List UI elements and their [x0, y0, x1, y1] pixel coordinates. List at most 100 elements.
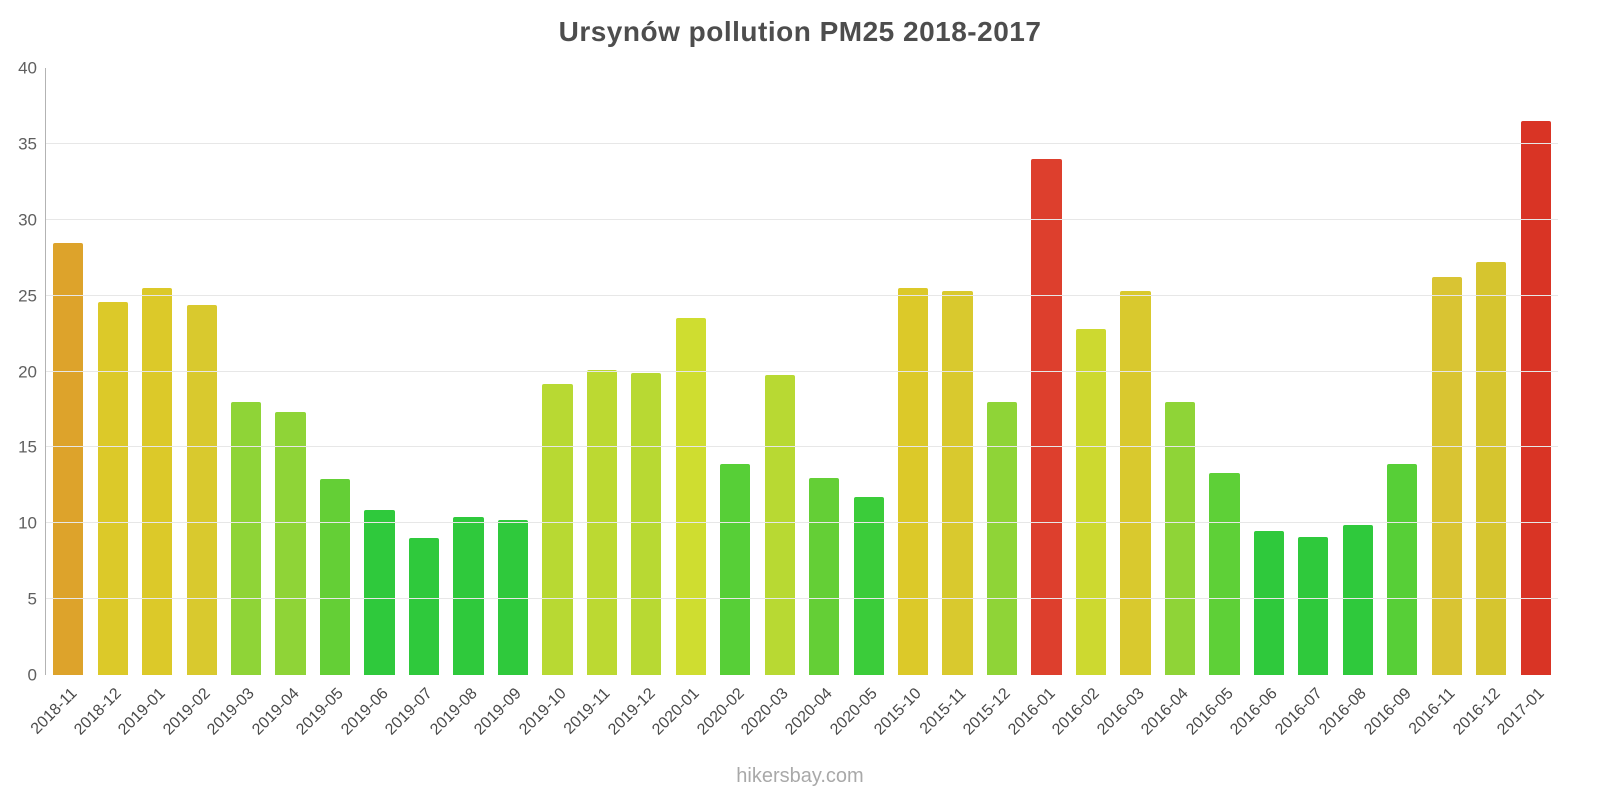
- bar-slot: 2019-10: [516, 68, 579, 739]
- bar-2016-03[interactable]: [1120, 291, 1151, 675]
- bar-2018-12[interactable]: [97, 301, 128, 675]
- bar-slot: 2019-03: [205, 68, 268, 739]
- bar-slot: 2016-12: [1450, 68, 1513, 739]
- bar-2019-01[interactable]: [142, 288, 173, 675]
- x-axis-label: 2019-08: [426, 685, 481, 739]
- bar-slot: 2016-05: [1183, 68, 1246, 739]
- bar-2016-09[interactable]: [1387, 464, 1418, 675]
- x-axis-label: 2016-08: [1316, 685, 1370, 739]
- bar-slot: 2016-04: [1138, 68, 1202, 739]
- x-axis-label: 2016-06: [1227, 685, 1281, 739]
- bar-slot: 2020-04: [783, 68, 846, 739]
- x-axis-label: 2016-02: [1049, 685, 1104, 739]
- bar-slot: 2019-01: [116, 68, 179, 739]
- x-axis-label: 2016-01: [1005, 685, 1059, 739]
- bar-2019-07[interactable]: [408, 538, 440, 675]
- bar-2016-01[interactable]: [1031, 159, 1062, 675]
- bar-2019-10[interactable]: [542, 383, 573, 675]
- bar-2016-04[interactable]: [1164, 401, 1196, 675]
- x-axis-label: 2019-02: [160, 685, 214, 739]
- bar-2019-05[interactable]: [319, 479, 351, 675]
- bar-2019-06[interactable]: [364, 509, 395, 675]
- gridline: [46, 370, 1558, 372]
- x-axis-label: 2019-01: [115, 685, 170, 739]
- plot-area: 2018-11 2018-12 2019-01 2019-02 2019-03 2019-…: [18, 60, 1558, 739]
- bar-2019-08[interactable]: [453, 517, 484, 675]
- x-axis-label: 2016-04: [1138, 685, 1192, 739]
- x-axis-label: 2019-04: [249, 685, 303, 739]
- x-axis-label: 2020-05: [827, 685, 881, 739]
- bar-2016-02[interactable]: [1075, 329, 1107, 675]
- y-axis-tick-label: 40: [18, 58, 37, 78]
- x-axis-label: 2020-01: [649, 685, 703, 739]
- bar-slot: 2018-11: [28, 68, 90, 738]
- bar-slot: 2016-07: [1272, 68, 1335, 739]
- x-axis-label: 2015-12: [960, 685, 1015, 739]
- bar-2019-12[interactable]: [631, 373, 662, 675]
- bar-2016-12[interactable]: [1476, 262, 1507, 675]
- bar-2017-01[interactable]: [1520, 121, 1551, 675]
- bar-slot: 2019-08: [427, 68, 490, 739]
- bar-slot: 2015-12: [961, 68, 1024, 739]
- bar-2016-08[interactable]: [1342, 524, 1373, 675]
- x-axis-label: 2020-02: [693, 685, 748, 739]
- bar-slot: 2020-03: [738, 68, 802, 739]
- y-axis-tick-label: 0: [27, 665, 37, 685]
- x-axis-label: 2016-07: [1271, 685, 1326, 739]
- bar-2016-07[interactable]: [1298, 536, 1329, 675]
- bar-slot: 2020-01: [649, 68, 713, 739]
- gridline: [46, 142, 1558, 144]
- bar-slot: 2017-01: [1494, 68, 1557, 739]
- bar-slot: 2019-07: [382, 68, 446, 739]
- x-axis-label: 2016-12: [1449, 685, 1504, 739]
- bar-2020-02[interactable]: [720, 464, 751, 675]
- bar-2018-11[interactable]: [53, 242, 84, 675]
- bar-2019-04[interactable]: [275, 412, 306, 675]
- bar-2020-01[interactable]: [675, 318, 706, 675]
- x-axis-label: 2019-11: [561, 685, 614, 738]
- x-axis-label: 2018-12: [71, 685, 125, 739]
- bar-2016-05[interactable]: [1209, 473, 1240, 675]
- gridline: [46, 598, 1558, 600]
- y-axis-tick-label: 15: [18, 437, 37, 457]
- bar-2015-12[interactable]: [986, 401, 1018, 675]
- bar-2019-09[interactable]: [497, 520, 529, 675]
- x-axis-label: 2018-11: [27, 685, 81, 738]
- bar-slot: 2015-10: [872, 68, 935, 739]
- bar-slot: 2016-08: [1316, 68, 1380, 739]
- x-axis-label: 2016-03: [1093, 685, 1148, 739]
- bar-2020-04[interactable]: [809, 477, 840, 675]
- bar-2020-05[interactable]: [853, 497, 884, 675]
- y-axis-tick-label: 20: [18, 362, 37, 381]
- gridline: [46, 218, 1558, 220]
- bar-2016-11[interactable]: [1431, 277, 1462, 675]
- bar-2019-02[interactable]: [186, 304, 217, 675]
- gridline: [46, 294, 1558, 296]
- bar-2019-03[interactable]: [230, 401, 262, 675]
- y-axis-tick-label: 35: [18, 134, 37, 154]
- bar-slot: 2019-12: [605, 68, 668, 739]
- gridline: [46, 522, 1558, 524]
- y-axis-tick-label: 25: [18, 286, 37, 306]
- gridline: [46, 446, 1558, 448]
- bar-slot: 2018-12: [71, 68, 134, 739]
- bar-slot: 2019-11: [561, 68, 624, 738]
- x-axis-label: 2015-10: [871, 685, 926, 739]
- x-axis-label: 2019-10: [515, 685, 570, 739]
- bar-2015-10[interactable]: [898, 288, 929, 675]
- x-axis-label: 2016-11: [1406, 685, 1459, 738]
- x-axis-label: 2019-07: [382, 685, 437, 739]
- bar-slot: 2016-06: [1227, 68, 1291, 739]
- bar-slot: 2016-11: [1406, 68, 1469, 738]
- bar-2016-06[interactable]: [1253, 530, 1284, 675]
- x-axis-label: 2019-03: [204, 685, 259, 739]
- bar-slot: 2015-11: [917, 68, 979, 738]
- bar-2015-11[interactable]: [942, 291, 973, 675]
- x-axis-label: 2020-04: [782, 685, 837, 739]
- x-axis-label: 2019-12: [604, 685, 659, 739]
- y-axis-tick-label: 10: [18, 513, 37, 533]
- x-axis-label: 2019-06: [337, 685, 392, 739]
- x-axis-label: 2019-05: [293, 685, 348, 739]
- x-axis-label: 2016-05: [1182, 685, 1237, 739]
- bar-2020-03[interactable]: [764, 374, 795, 675]
